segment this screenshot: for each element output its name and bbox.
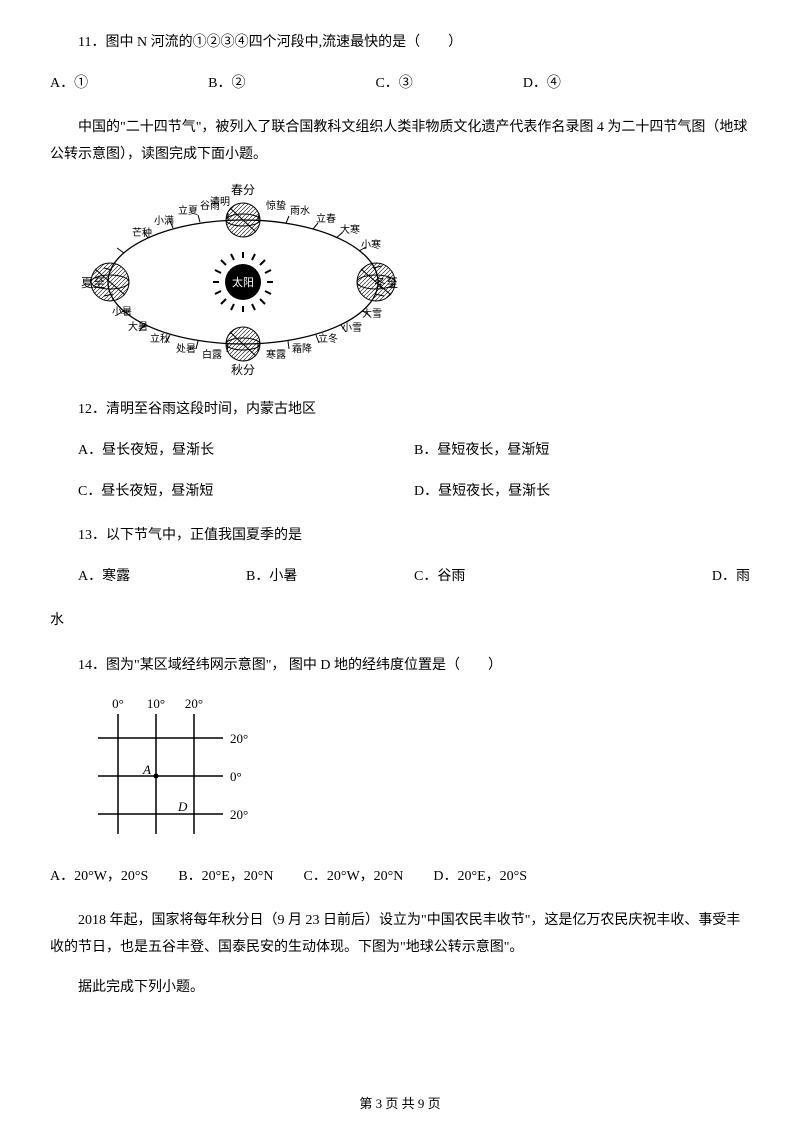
q11-opt-a[interactable]: A．① xyxy=(50,71,88,98)
q11-opt-d[interactable]: D．④ xyxy=(523,71,561,98)
q13-opt-c[interactable]: C．谷雨 xyxy=(414,564,582,591)
svg-text:20°: 20° xyxy=(230,807,248,822)
svg-text:立春: 立春 xyxy=(316,212,336,225)
svg-text:大寒: 大寒 xyxy=(340,223,360,236)
q13-opt-d[interactable]: D．雨 xyxy=(582,564,750,591)
svg-text:冬至: 冬至 xyxy=(374,275,398,290)
passage-1: 中国的"二十四节气"，被列入了联合国教科文组织人类非物质文化遗产代表作名录图 4… xyxy=(50,115,750,168)
svg-text:秋分: 秋分 xyxy=(231,363,255,377)
svg-text:小雪: 小雪 xyxy=(342,322,362,334)
q14-opt-d[interactable]: D．20°E，20°S xyxy=(433,864,527,891)
q11-stem: 11．图中 N 河流的①②③④四个河段中,流速最快的是（ ） xyxy=(50,30,750,57)
passage-2b: 据此完成下列小题。 xyxy=(50,975,750,1002)
q14-stem: 14．图为"某区域经纬网示意图"， 图中 D 地的经纬度位置是（ ） xyxy=(50,653,750,680)
q12-opt-a[interactable]: A．昼长夜短，昼渐长 xyxy=(50,438,414,465)
q13-options: A．寒露 B．小暑 C．谷雨 D．雨 xyxy=(50,564,750,591)
q12-stem: 12．清明至谷雨这段时间，内蒙古地区 xyxy=(50,397,750,424)
q14-opt-c[interactable]: C．20°W，20°N xyxy=(304,864,404,891)
svg-text:0°: 0° xyxy=(112,696,124,711)
solar-terms-diagram: 太阳 春分 秋分 夏至 冬至 立夏谷雨清明 小满芒种 惊蛰雨水立春大寒小寒 小暑… xyxy=(78,182,750,377)
svg-text:春分: 春分 xyxy=(231,183,255,197)
svg-text:清明: 清明 xyxy=(210,195,230,208)
passage-2: 2018 年起，国家将每年秋分日（9 月 23 日前后）设立为"中国农民丰收节"… xyxy=(50,908,750,961)
svg-text:芒种: 芒种 xyxy=(132,226,152,239)
page-footer: 第 3 页 共 9 页 xyxy=(0,1092,800,1117)
q11-opt-c[interactable]: C．③ xyxy=(375,71,412,98)
svg-text:A: A xyxy=(142,762,151,777)
q12-opt-b[interactable]: B．昼短夜长，昼渐短 xyxy=(414,438,750,465)
svg-text:大暑: 大暑 xyxy=(128,320,148,333)
svg-text:处暑: 处暑 xyxy=(176,343,196,355)
svg-text:霜降: 霜降 xyxy=(292,342,312,355)
svg-text:20°: 20° xyxy=(185,696,203,711)
svg-text:小暑: 小暑 xyxy=(112,306,132,318)
q13-stem: 13．以下节气中，正值我国夏季的是 xyxy=(50,523,750,550)
q12-opt-d[interactable]: D．昼短夜长，昼渐长 xyxy=(414,479,750,506)
svg-text:20°: 20° xyxy=(230,731,248,746)
q14-options: A．20°W，20°S B．20°E，20°N C．20°W，20°N D．20… xyxy=(50,864,750,891)
q11-options: A．① B．② C．③ D．④ xyxy=(50,71,750,98)
svg-text:立夏: 立夏 xyxy=(178,204,198,217)
q12-options: A．昼长夜短，昼渐长 B．昼短夜长，昼渐短 C．昼长夜短，昼渐短 D．昼短夜长，… xyxy=(50,438,750,505)
q13-opt-b[interactable]: B．小暑 xyxy=(246,564,414,591)
lat-lon-grid-diagram: 0° 10° 20° 20° 0° 20° A D xyxy=(78,694,750,844)
q14-opt-b[interactable]: B．20°E，20°N xyxy=(178,864,273,891)
svg-text:0°: 0° xyxy=(230,769,242,784)
q13-opt-d-continue: 水 xyxy=(50,608,750,635)
svg-text:惊蛰: 惊蛰 xyxy=(266,199,286,212)
svg-text:10°: 10° xyxy=(147,696,165,711)
svg-text:太阳: 太阳 xyxy=(232,276,254,289)
svg-text:小寒: 小寒 xyxy=(361,238,381,251)
svg-text:夏至: 夏至 xyxy=(81,276,105,290)
q14-opt-a[interactable]: A．20°W，20°S xyxy=(50,864,148,891)
svg-text:大雪: 大雪 xyxy=(362,307,382,320)
svg-text:D: D xyxy=(177,799,188,814)
svg-text:小满: 小满 xyxy=(154,215,174,227)
q13-opt-a[interactable]: A．寒露 xyxy=(78,564,246,591)
svg-text:寒露: 寒露 xyxy=(266,348,286,361)
q11-opt-b[interactable]: B．② xyxy=(208,71,245,98)
svg-text:雨水: 雨水 xyxy=(290,205,310,217)
svg-text:白露: 白露 xyxy=(202,348,222,361)
svg-text:立秋: 立秋 xyxy=(150,332,170,345)
svg-text:立冬: 立冬 xyxy=(318,332,338,345)
q12-opt-c[interactable]: C．昼长夜短，昼渐短 xyxy=(50,479,414,506)
